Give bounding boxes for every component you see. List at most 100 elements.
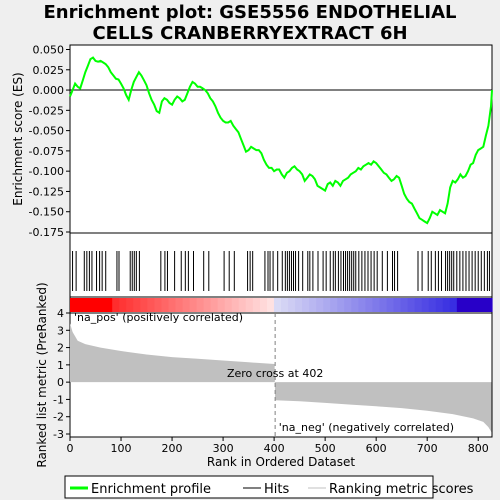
- rank-color-segment: [161, 298, 170, 312]
- rank-color-segment: [266, 298, 275, 312]
- rank-color-segment: [70, 298, 78, 312]
- metric-y-axis-label: Ranked list metric (PreRanked): [35, 282, 49, 467]
- rank-color-segment: [372, 298, 381, 312]
- legend-box: [64, 475, 434, 499]
- rank-color-segment: [175, 298, 184, 312]
- es-y-tick-label: -0.150: [29, 206, 64, 219]
- es-y-tick-label: -0.075: [29, 145, 64, 158]
- rank-color-segment: [428, 298, 437, 312]
- rank-color-segment: [330, 298, 338, 312]
- metric-y-tick-label: 0: [57, 376, 64, 389]
- rank-color-segment: [309, 298, 317, 312]
- x-tick-label: 300: [213, 442, 234, 455]
- es-y-tick-label: -0.050: [29, 125, 64, 138]
- rank-color-segment: [407, 298, 416, 312]
- metric-y-tick-label: -2: [53, 411, 64, 424]
- negative-correlation-label: 'na_neg' (negatively correlated): [279, 421, 454, 434]
- rank-color-segment: [400, 298, 409, 312]
- enrichment-profile-line: [69, 56, 493, 225]
- rank-color-segment: [105, 298, 113, 312]
- legend-label: Hits: [264, 482, 289, 497]
- rank-color-segment: [224, 298, 233, 312]
- rank-color-segment: [463, 298, 472, 312]
- ranking-metric-area: [70, 323, 492, 433]
- es-y-tick-label: -0.125: [29, 185, 64, 198]
- rank-color-segment: [126, 298, 134, 312]
- rank-color-segment: [386, 298, 395, 312]
- rank-color-segment: [365, 298, 374, 312]
- positive-correlation-label: 'na_pos' (positively correlated): [74, 311, 243, 324]
- rank-color-segment: [245, 298, 254, 312]
- legend: Enrichment profile Hits Ranking metric sco…: [64, 475, 474, 499]
- rank-color-segment: [414, 298, 423, 312]
- es-y-axis-label: Enrichment score (ES): [11, 72, 25, 205]
- rank-color-segment: [337, 298, 345, 312]
- legend-label: Enrichment profile: [91, 482, 211, 497]
- es-y-tick-label: 0.000: [33, 84, 65, 97]
- rank-color-segment: [147, 298, 155, 312]
- es-y-tick-label: -0.175: [29, 226, 64, 239]
- x-tick-label: 0: [67, 442, 74, 455]
- rank-color-segment: [154, 298, 163, 312]
- rank-color-segment: [273, 298, 282, 312]
- rank-color-segment: [140, 298, 148, 312]
- metric-y-axis: 4 3 2 1 0 -1 -2 -3: [53, 307, 70, 441]
- rank-color-segment: [91, 298, 99, 312]
- rank-color-segment: [358, 298, 366, 312]
- rank-color-segment: [182, 298, 191, 312]
- rank-color-segment: [302, 298, 310, 312]
- rank-color-segment: [456, 298, 465, 312]
- x-tick-label: 100: [111, 442, 132, 455]
- x-axis-label: Rank in Ordered Dataset: [207, 455, 355, 469]
- rank-color-segment: [84, 298, 92, 312]
- es-y-tick-label: -0.100: [29, 165, 64, 178]
- rank-color-segment: [119, 298, 127, 312]
- rank-color-segment: [470, 298, 479, 312]
- rank-color-segment: [203, 298, 212, 312]
- rank-color-segment: [442, 298, 451, 312]
- rank-color-segment: [238, 298, 247, 312]
- metric-y-tick-label: 2: [57, 342, 64, 355]
- rank-color-segment: [133, 298, 141, 312]
- rank-color-segment: [98, 298, 106, 312]
- rank-color-segment: [112, 298, 120, 312]
- rank-color-segment: [189, 298, 198, 312]
- x-tick-label: 500: [315, 442, 336, 455]
- es-panel: [69, 44, 493, 234]
- rank-color-segment: [379, 298, 388, 312]
- metric-y-tick-label: 4: [57, 307, 64, 320]
- rank-color-segment: [421, 298, 430, 312]
- rank-color-segment: [316, 298, 324, 312]
- x-axis: 0 100 200 300 400 500 600 700 800: [67, 437, 489, 455]
- rank-color-segment: [323, 298, 331, 312]
- rank-color-segment: [217, 298, 226, 312]
- x-tick-label: 800: [468, 442, 489, 455]
- x-tick-label: 600: [366, 442, 387, 455]
- rank-color-segment: [281, 298, 289, 312]
- es-y-tick-label: 0.025: [33, 64, 65, 77]
- legend-label: Ranking metric scores: [329, 482, 474, 497]
- metric-y-tick-label: 3: [57, 324, 64, 337]
- rank-color-segment: [295, 298, 303, 312]
- rank-color-bar: [70, 298, 493, 312]
- rank-color-segment: [210, 298, 219, 312]
- rank-color-segment: [196, 298, 205, 312]
- rank-color-segment: [168, 298, 177, 312]
- metric-y-tick-label: -1: [53, 393, 64, 406]
- chart-title-line1: Enrichment plot: GSE5556 ENDOTHELIAL: [44, 2, 457, 23]
- zero-cross-label: Zero cross at 402: [227, 367, 323, 380]
- es-y-tick-label: 0.050: [33, 44, 65, 57]
- rank-color-segment: [393, 298, 402, 312]
- metric-y-tick-label: 1: [57, 359, 64, 372]
- rank-color-segment: [252, 298, 261, 312]
- x-tick-label: 200: [162, 442, 183, 455]
- rank-color-segment: [484, 298, 493, 312]
- chart-title-line2: CELLS CRANBERRYEXTRACT 6H: [92, 23, 407, 44]
- metric-y-tick-label: -3: [53, 428, 64, 441]
- rank-color-segment: [77, 298, 85, 312]
- rank-color-segment: [477, 298, 486, 312]
- x-tick-label: 700: [417, 442, 438, 455]
- rank-color-segment: [351, 298, 359, 312]
- es-y-tick-label: -0.025: [29, 104, 64, 117]
